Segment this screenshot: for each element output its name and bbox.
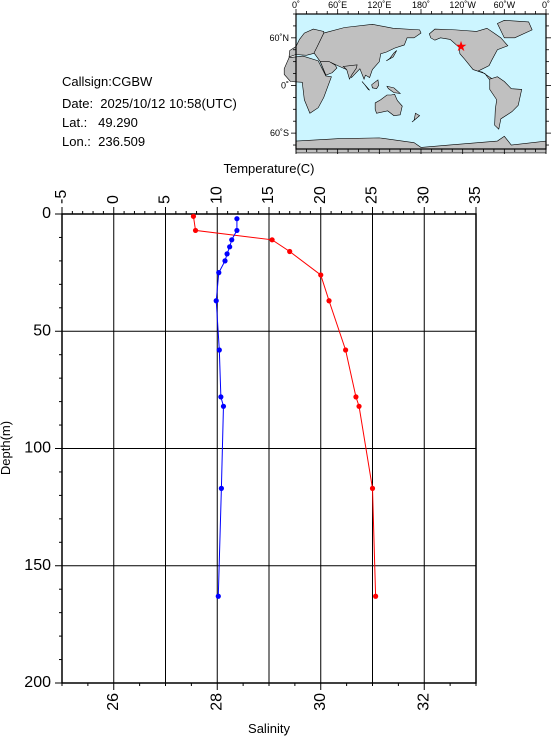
- map-longitude-labels: 0˚ 60˚E 120˚E 180˚ 120˚W 60˚W 0˚: [292, 0, 550, 10]
- longitude-label: Lon.: 236.509: [62, 134, 146, 149]
- callsign-label: Callsign:CGBW: [62, 74, 153, 89]
- temperature-tick-labels: -5 0 5 10 15 20 25 30 35: [53, 186, 484, 204]
- location-map: 0˚ 60˚E 120˚E 180˚ 120˚W 60˚W 0˚ 60˚N 0˚ 60˚S ★: [269, 0, 551, 154]
- map-latitude-labels: 60˚N 0˚ 60˚S: [269, 33, 289, 138]
- map-longitude-label: 60˚E: [328, 0, 347, 10]
- map-ticks: [291, 9, 551, 154]
- station-marker-star-icon: ★: [455, 38, 468, 54]
- salinity-point: [234, 216, 240, 222]
- temperature-point: [318, 272, 324, 278]
- arabia-landmass: [319, 61, 338, 76]
- salinity-point: [222, 258, 228, 264]
- northamerica-landmass: [428, 27, 509, 72]
- depth-tick-label: 200: [24, 674, 51, 691]
- map-longitude-label: 120˚W: [449, 0, 476, 10]
- temperature-tick-label: -5: [53, 190, 70, 204]
- salinity-point: [218, 485, 224, 491]
- depth-tick-label: 0: [42, 205, 51, 222]
- salinity-point: [220, 403, 227, 409]
- depth-axis-title: Depth(m): [0, 421, 13, 475]
- temperature-point: [287, 248, 293, 255]
- southamerica-landmass: [489, 76, 523, 130]
- depth-tick-labels: 0 50 100 150 200: [24, 205, 51, 691]
- salinity-point: [224, 251, 230, 257]
- salinity-point: [234, 227, 240, 234]
- india-landmass: [342, 64, 358, 80]
- newzealand-island: [411, 112, 421, 123]
- temperature-point: [192, 227, 199, 234]
- temperature-axis-title: Temperature(C): [223, 161, 314, 176]
- temperature-tick-label: 35: [467, 186, 484, 204]
- newguinea-island: [386, 85, 402, 94]
- plot-frame: [61, 213, 477, 684]
- temperature-point: [342, 347, 349, 353]
- map-latitude-label: 60˚S: [270, 128, 289, 138]
- salinity-tick-label: 32: [415, 693, 432, 711]
- map-longitude-label: 0˚: [542, 0, 550, 10]
- temperature-point: [373, 593, 379, 599]
- map-longitude-label: 60˚W: [494, 0, 516, 10]
- sumatra-island: [361, 81, 370, 91]
- depth-tick-label: 150: [24, 557, 51, 574]
- latitude-label: Lat.: 49.290: [62, 115, 138, 130]
- data-series: [190, 213, 379, 599]
- salinity-point: [218, 394, 224, 400]
- temperature-point: [356, 403, 362, 409]
- salinity-point: [229, 237, 235, 243]
- depth-tick-label: 50: [33, 322, 51, 339]
- temperature-tick-label: 30: [415, 186, 432, 204]
- europe-landmass: [288, 28, 325, 58]
- temperature-tick-label: 25: [364, 186, 381, 204]
- date-label: Date: 2025/10/12 10:58(UTC): [62, 96, 237, 111]
- map-land: [283, 20, 547, 154]
- temperature-point: [269, 237, 275, 243]
- map-latitude-label: 60˚N: [269, 33, 289, 43]
- map-longitude-label: 180˚: [412, 0, 430, 10]
- map-longitude-label: 120˚E: [367, 0, 391, 10]
- salinity-point: [227, 244, 233, 250]
- salinity-point: [215, 593, 221, 599]
- map-longitude-label: 0˚: [292, 0, 300, 10]
- greenland-landmass: [496, 20, 533, 39]
- salinity-point: [216, 270, 222, 276]
- salinity-axis-title: Salinity: [248, 721, 290, 736]
- temperature-tick-label: 15: [260, 186, 277, 204]
- temperature-tick-label: 5: [157, 195, 174, 204]
- salinity-point: [213, 298, 219, 304]
- map-latitude-label: 0˚: [281, 80, 289, 90]
- salinity-tick-label: 28: [208, 693, 225, 711]
- temperature-point: [326, 298, 332, 304]
- asia-landmass: [313, 24, 422, 80]
- salinity-tick-label: 30: [312, 693, 329, 711]
- temperature-point: [369, 485, 376, 491]
- depth-tick-label: 100: [24, 440, 51, 457]
- temperature-tick-label: 20: [312, 186, 329, 204]
- australia-landmass: [374, 93, 403, 116]
- japan-island: [386, 50, 397, 62]
- salinity-tick-labels: 26 28 30 32: [105, 693, 433, 711]
- borneo-island: [371, 79, 379, 89]
- temperature-tick-label: 0: [105, 195, 122, 204]
- temperature-tick-label: 10: [208, 186, 225, 204]
- salinity-tick-label: 26: [105, 693, 122, 711]
- salinity-point: [216, 347, 222, 353]
- temperature-point: [353, 394, 359, 400]
- temperature-point: [190, 213, 197, 219]
